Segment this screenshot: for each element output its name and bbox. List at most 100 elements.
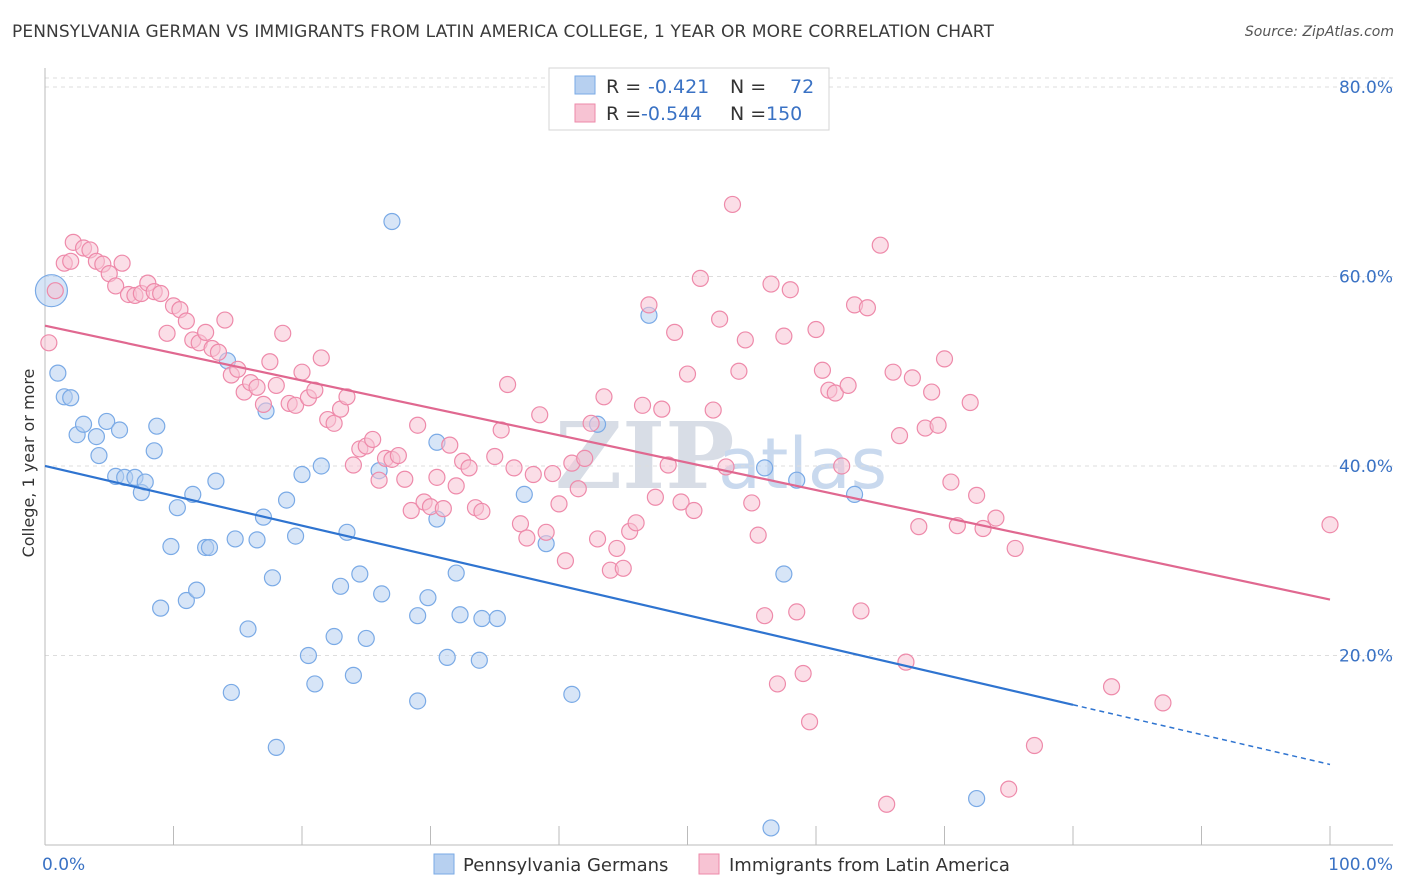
point-latin-america: [113, 254, 131, 272]
source-label: Source: ZipAtlas.com: [1244, 24, 1394, 40]
point-pa-german: [563, 685, 581, 703]
point-pa-german: [306, 675, 324, 693]
point-latin-america: [878, 795, 896, 813]
axes: [44, 68, 1393, 846]
point-latin-america: [961, 393, 979, 412]
point-latin-america: [531, 406, 549, 424]
point-latin-america: [312, 349, 330, 367]
legend-swatch-latin-america: [574, 103, 596, 123]
stats-legend-box: [548, 67, 830, 131]
point-latin-america: [929, 416, 947, 434]
point-latin-america: [524, 465, 542, 484]
point-latin-america: [813, 361, 832, 379]
point-pa-german: [87, 428, 106, 446]
chart-title: PENNSYLVANIA GERMAN VS IMMIGRANTS FROM L…: [12, 22, 994, 42]
point-latin-america: [325, 414, 343, 432]
point-latin-america: [833, 457, 851, 475]
point-latin-america: [505, 459, 523, 477]
point-latin-america: [293, 363, 311, 381]
legend-n-label-2: N =: [730, 103, 766, 125]
point-latin-america: [923, 383, 941, 401]
point-pa-german: [312, 457, 330, 475]
y-tick-label-60: 60.0%: [1339, 267, 1393, 287]
point-pa-german: [383, 212, 401, 231]
point-latin-america: [627, 514, 645, 532]
point-pa-german: [488, 609, 506, 628]
point-latin-america: [826, 384, 844, 402]
legend-r-value-1: -0.421: [648, 76, 709, 98]
point-latin-america: [608, 539, 626, 558]
point-latin-america: [588, 530, 607, 548]
point-latin-america: [40, 334, 58, 352]
point-latin-america: [1154, 694, 1172, 712]
point-latin-america: [177, 312, 195, 330]
point-latin-america: [794, 664, 812, 683]
point-pa-german: [409, 607, 427, 625]
point-latin-america: [62, 252, 80, 270]
point-latin-america: [370, 471, 388, 489]
point-latin-america: [216, 311, 234, 329]
point-pa-german: [49, 364, 67, 382]
trend-lines: [44, 324, 1331, 766]
point-latin-america: [473, 502, 491, 521]
point-latin-america: [499, 375, 517, 394]
point-latin-america: [755, 607, 774, 625]
point-latin-america: [942, 473, 960, 491]
point-latin-america: [800, 713, 819, 731]
point-pa-german: [110, 421, 129, 439]
legend-n-value-1: 72: [790, 76, 814, 98]
point-latin-america: [286, 396, 305, 414]
point-latin-america: [511, 515, 530, 533]
point-pa-german: [447, 564, 465, 582]
point-latin-america: [775, 327, 793, 345]
point-latin-america: [550, 495, 568, 513]
trend-line-pa-german-extension: [1072, 704, 1331, 766]
point-latin-america: [107, 277, 125, 295]
point-latin-america: [736, 331, 754, 349]
point-latin-america: [434, 500, 452, 518]
point-latin-america: [749, 526, 767, 544]
point-pa-german: [419, 589, 437, 607]
point-latin-america: [871, 236, 889, 254]
series-legend-swatch-pa-german: [433, 853, 455, 875]
point-latin-america: [229, 360, 247, 378]
point-latin-america: [254, 395, 273, 413]
point-latin-america: [344, 456, 362, 474]
y-axis-label: College, 1 year or more: [19, 369, 38, 558]
point-latin-america: [46, 282, 64, 300]
point-latin-america: [576, 449, 594, 467]
point-latin-america: [678, 365, 697, 383]
point-latin-america: [460, 459, 478, 477]
point-latin-america: [788, 603, 806, 621]
point-latin-america: [447, 477, 465, 495]
point-latin-america: [762, 275, 780, 293]
point-latin-america: [653, 400, 671, 418]
point-latin-america: [595, 388, 613, 406]
legend-r-label-2: R =: [606, 103, 641, 125]
point-latin-america: [428, 468, 446, 486]
point-pa-german: [248, 531, 266, 549]
point-pa-german: [344, 666, 362, 684]
point-latin-america: [364, 430, 382, 449]
point-pa-german: [331, 577, 350, 595]
point-latin-america: [556, 552, 575, 570]
point-latin-america: [537, 523, 555, 541]
point-latin-america: [646, 488, 664, 506]
point-pa-german: [277, 491, 296, 509]
series-legend: Pennsylvania Germans Immigrants from Lat…: [433, 853, 1010, 876]
point-pa-german: [470, 651, 488, 669]
point-latin-america: [890, 427, 909, 445]
x-tick-label-max: 100.0%: [1328, 855, 1393, 875]
y-tick-label-80: 80.0%: [1339, 78, 1393, 98]
point-pa-german: [451, 606, 469, 624]
data-points: [34, 195, 1339, 837]
point-latin-america: [614, 559, 632, 577]
point-pa-german: [207, 472, 225, 490]
series-legend-label-pa-german: Pennsylvania Germans: [463, 855, 668, 876]
x-tick-label-min: 0.0%: [42, 855, 85, 875]
point-pa-german: [968, 789, 986, 808]
point-latin-america: [730, 362, 748, 380]
point-latin-america: [518, 529, 536, 547]
point-pa-german: [177, 591, 195, 610]
